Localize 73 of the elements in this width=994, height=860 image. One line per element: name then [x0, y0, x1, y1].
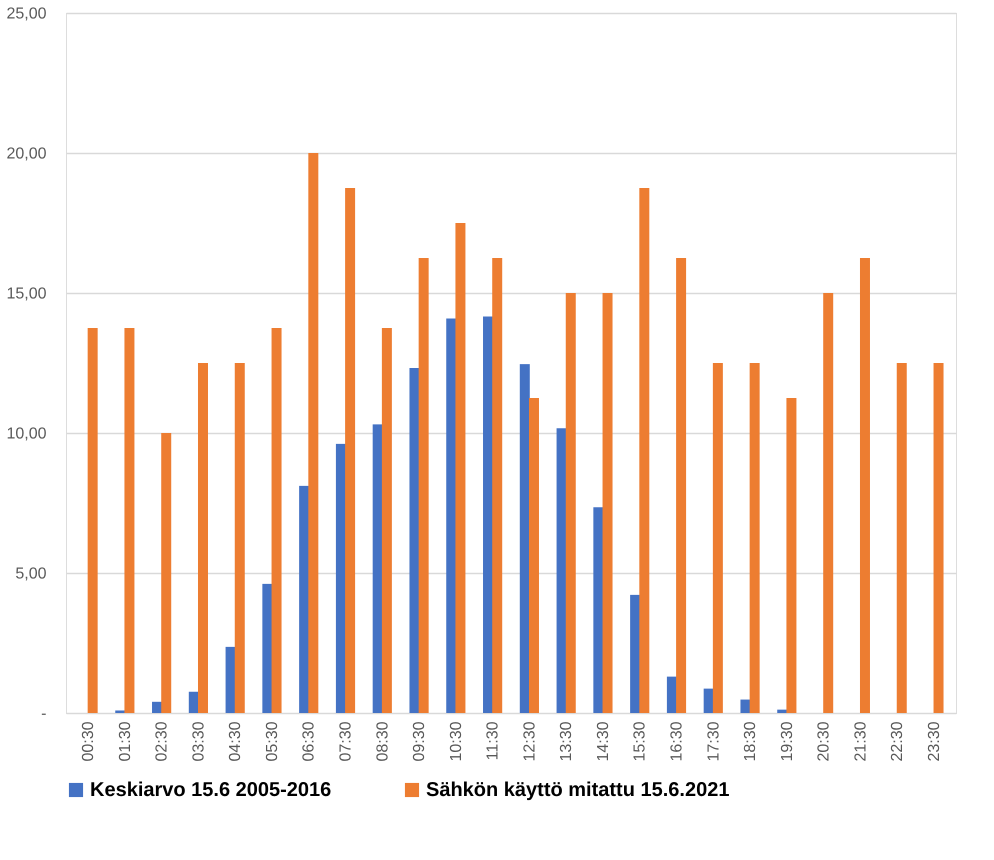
- bar: [528, 398, 539, 713]
- y-tick-label: -: [41, 706, 46, 722]
- x-tick-label: 13:30: [558, 721, 576, 762]
- bar: [308, 153, 318, 713]
- x-tick-label: 17:30: [705, 721, 722, 762]
- bar: [372, 424, 383, 713]
- bar: [409, 368, 420, 713]
- bar: [639, 188, 650, 713]
- bar: [740, 700, 750, 713]
- x-tick-label: 00:30: [80, 721, 98, 762]
- x-tick-label: 02:30: [154, 721, 171, 762]
- x-tick-label: 09:30: [411, 721, 428, 762]
- bar: [483, 316, 494, 713]
- x-tick-label: 06:30: [300, 721, 318, 762]
- bar: [786, 398, 796, 713]
- x-tick-label: 10:30: [448, 721, 465, 762]
- bar: [520, 364, 530, 713]
- y-tick-label: 5,00: [15, 566, 47, 582]
- bar: [666, 676, 677, 713]
- bar: [934, 363, 944, 713]
- bar: [556, 428, 567, 713]
- x-tick-label: 16:30: [668, 721, 686, 762]
- x-tick-label: 01:30: [116, 721, 134, 762]
- bar: [345, 188, 356, 713]
- bar: [161, 433, 172, 713]
- bar: [455, 223, 466, 713]
- bar: [712, 363, 723, 713]
- x-tick-label: 11:30: [484, 721, 502, 760]
- y-tick-label: 10,00: [6, 426, 47, 442]
- bar: [777, 710, 788, 713]
- bar: [188, 692, 199, 713]
- bar: [418, 258, 429, 713]
- bar: [446, 318, 456, 713]
- y-tick-label: 15,00: [6, 286, 47, 302]
- x-tick-label: 07:30: [338, 721, 355, 762]
- bar: [704, 688, 714, 713]
- x-tick-label: 04:30: [227, 721, 244, 762]
- legend-label: Sähkön käyttö mitattu 15.6.2021: [426, 779, 730, 801]
- bar: [630, 594, 640, 713]
- bar: [272, 328, 282, 713]
- bar: [492, 258, 502, 713]
- legend-label: Keskiarvo 15.6 2005-2016: [90, 779, 332, 801]
- bar: [382, 328, 392, 713]
- bar: [602, 293, 613, 713]
- x-tick-label: 14:30: [594, 721, 612, 762]
- bar: [336, 444, 346, 713]
- bar: [88, 328, 98, 713]
- bar: [896, 363, 907, 713]
- bar: [860, 258, 870, 713]
- x-tick-label: 20:30: [816, 721, 833, 762]
- bar: [226, 646, 236, 713]
- x-tick-label: 19:30: [778, 721, 796, 762]
- x-tick-label: 21:30: [852, 721, 870, 762]
- bar: [823, 293, 834, 713]
- x-tick-label: 23:30: [926, 721, 943, 762]
- y-tick-label: 25,00: [6, 6, 47, 22]
- x-tick-label: 05:30: [264, 721, 281, 762]
- bar: [299, 486, 310, 713]
- bar: [750, 363, 760, 713]
- bar: [262, 584, 272, 713]
- x-tick-label: 18:30: [742, 721, 760, 762]
- bar: [566, 293, 576, 713]
- x-tick-label: 22:30: [889, 721, 906, 762]
- x-tick-label: 08:30: [374, 721, 392, 762]
- bar: [115, 710, 126, 713]
- bar: [198, 363, 208, 713]
- bar: [234, 363, 245, 713]
- x-tick-label: 03:30: [190, 721, 208, 762]
- x-tick-label: 15:30: [632, 721, 649, 762]
- bar: [676, 258, 686, 713]
- bar: [124, 328, 134, 713]
- y-tick-label: 20,00: [6, 146, 47, 162]
- x-tick-label: 12:30: [521, 721, 538, 762]
